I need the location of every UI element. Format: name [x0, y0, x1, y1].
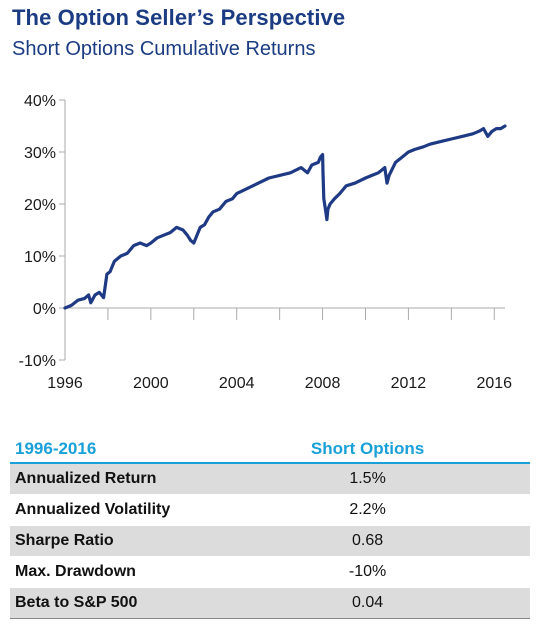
- x-tick-label: 2008: [305, 375, 341, 392]
- statistics-table: 1996-2016 Short Options Annualized Retur…: [10, 436, 530, 619]
- row-value: 0.04: [260, 587, 530, 619]
- x-tick-label: 2004: [219, 375, 255, 392]
- table-row: Beta to S&P 500 0.04: [10, 587, 530, 619]
- row-label: Max. Drawdown: [10, 556, 261, 588]
- row-value: 2.2%: [260, 494, 530, 526]
- short-options-header: Short Options: [260, 436, 530, 464]
- row-value: -10%: [260, 556, 530, 588]
- x-tick-label: 2000: [133, 375, 169, 392]
- chart-title: The Option Seller’s Perspective: [12, 5, 346, 30]
- y-tick-label: 20%: [24, 197, 56, 214]
- table-row: Annualized Return 1.5%: [10, 463, 530, 495]
- y-tick-label: 10%: [24, 249, 56, 266]
- x-tick-label: 2016: [476, 375, 512, 392]
- y-tick-label: 40%: [24, 93, 56, 110]
- period-header: 1996-2016: [10, 436, 261, 464]
- row-label: Sharpe Ratio: [10, 525, 261, 557]
- x-tick-label: 1996: [47, 375, 83, 392]
- cumulative-returns-chart: -10% 0% 10% 20% 30% 40% 1996 2000 2004 2008 2012 20…: [19, 93, 513, 392]
- y-tick-label: 30%: [24, 145, 56, 162]
- chart-subtitle: Short Options Cumulative Returns: [12, 38, 316, 60]
- row-label: Annualized Return: [10, 463, 261, 495]
- short-options-series-line: [63, 124, 507, 310]
- x-tick-label: 2012: [391, 375, 427, 392]
- row-value: 0.68: [260, 525, 530, 557]
- table-row: Sharpe Ratio 0.68: [10, 525, 530, 557]
- table-row: Max. Drawdown -10%: [10, 556, 530, 588]
- row-label: Annualized Volatility: [10, 494, 261, 526]
- table-row: Annualized Volatility 2.2%: [10, 494, 530, 526]
- y-tick-label: -10%: [19, 353, 56, 370]
- table-header-row: 1996-2016 Short Options: [10, 436, 530, 464]
- row-value: 1.5%: [260, 463, 530, 495]
- y-tick-label: 0%: [33, 301, 56, 318]
- row-label: Beta to S&P 500: [10, 587, 261, 619]
